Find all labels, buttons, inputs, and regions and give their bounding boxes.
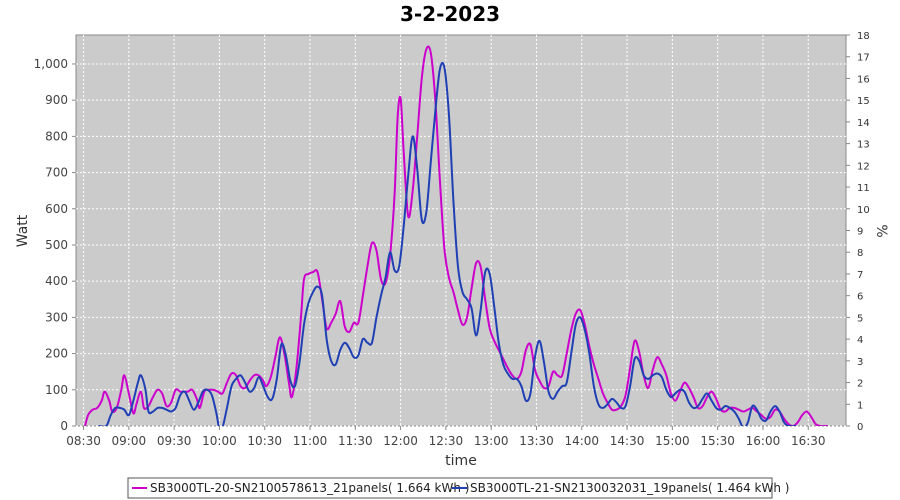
y2-tick-label: 0	[857, 422, 863, 433]
y2-tick-label: 14	[857, 118, 870, 129]
gridlines	[76, 35, 846, 427]
x-tick-label: 15:30	[700, 434, 735, 448]
y2-tick-label: 16	[857, 74, 870, 85]
y2-tick-label: 3	[857, 357, 863, 368]
plot-area	[75, 34, 847, 427]
x-tick-label: 13:30	[519, 434, 554, 448]
y-tick-label: 900	[45, 93, 68, 107]
y-tick-label: 700	[45, 166, 68, 180]
y2-tick-label: 2	[857, 379, 863, 390]
x-tick-label: 16:00	[746, 434, 781, 448]
y-tick-label: 0	[60, 419, 68, 433]
y-tick-label: 600	[45, 202, 68, 216]
legend: SB3000TL-20-SN2100578613_21panels( 1.664…	[132, 481, 789, 495]
y2-tick-label: 13	[857, 140, 870, 151]
y-axis-label: Watt	[15, 214, 31, 247]
y2-tick-label: 1	[857, 400, 863, 411]
x-tick-label: 14:00	[564, 434, 599, 448]
y2-axis-label: %	[873, 224, 889, 237]
y-tick-label: 500	[45, 238, 68, 252]
y-tick-label: 1,000	[34, 57, 68, 71]
x-tick-label: 11:30	[338, 434, 373, 448]
y-axis-left: 0 100 200 300 400 500 600 700 800 900 1,000	[34, 57, 76, 433]
y2-tick-label: 4	[857, 335, 863, 346]
y-tick-label: 400	[45, 274, 68, 288]
series-layer	[84, 45, 828, 426]
y2-tick-label: 6	[857, 292, 863, 303]
x-tick-label: 12:30	[429, 434, 464, 448]
x-tick-label: 15:00	[655, 434, 690, 448]
y2-tick-label: 12	[857, 161, 870, 172]
x-tick-label: 08:30	[66, 434, 101, 448]
y2-tick-label: 10	[857, 205, 870, 216]
y-tick-label: 200	[45, 347, 68, 361]
y2-tick-label: 7	[857, 270, 863, 281]
x-tick-label: 16:30	[791, 434, 826, 448]
x-tick-label: 11:00	[293, 434, 328, 448]
y-tick-label: 300	[45, 310, 68, 324]
y2-tick-label: 8	[857, 248, 863, 259]
legend-label: SB3000TL-20-SN2100578613_21panels( 1.664…	[150, 481, 469, 495]
y2-tick-label: 9	[857, 227, 863, 238]
x-axis-label: time	[445, 453, 477, 469]
x-tick-label: 13:00	[474, 434, 509, 448]
x-tick-label: 12:00	[383, 434, 418, 448]
x-tick-label: 14:30	[610, 434, 645, 448]
y2-tick-label: 15	[857, 96, 870, 107]
x-axis: 08:30 09:00 09:30 10:00 10:30 11:00 11:30 12:00…	[66, 426, 826, 448]
x-tick-label: 10:00	[202, 434, 237, 448]
y-tick-label: 100	[45, 383, 68, 397]
x-tick-label: 09:30	[157, 434, 192, 448]
y2-tick-label: 11	[857, 183, 870, 194]
series-line-1	[84, 45, 828, 426]
legend-label: SB3000TL-21-SN2130032031_19panels( 1.464…	[470, 481, 789, 495]
chart-title: 3-2-2023	[400, 2, 500, 26]
series-line-2	[98, 61, 797, 426]
x-tick-label: 10:30	[247, 434, 282, 448]
legend-box	[127, 477, 773, 499]
y2-tick-label: 18	[857, 31, 870, 42]
x-tick-label: 09:00	[112, 434, 147, 448]
y2-tick-label: 17	[857, 53, 870, 64]
y-tick-label: 800	[45, 129, 68, 143]
y2-tick-label: 5	[857, 313, 863, 324]
